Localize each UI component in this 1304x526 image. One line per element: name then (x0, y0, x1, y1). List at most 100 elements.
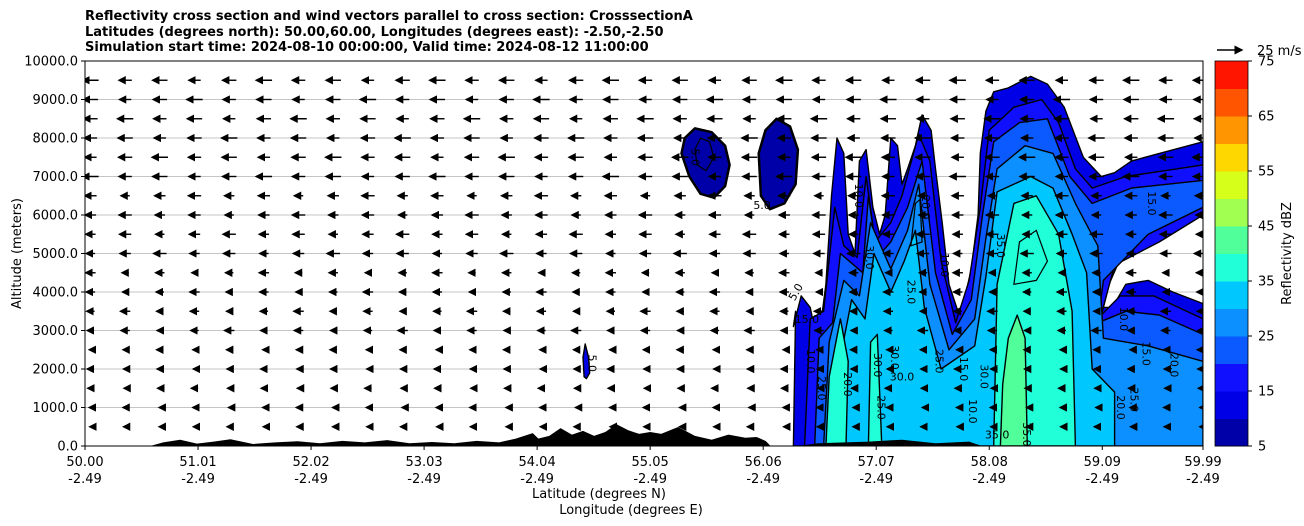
x-tick-label-lon: -2.49 (859, 472, 893, 487)
x-tick-label-lat: 50.00 (66, 455, 103, 470)
x-tick-label-lat: 52.02 (292, 455, 329, 470)
y-tick-label: 9000.0 (33, 93, 79, 108)
contour-label: 25.0 (815, 376, 828, 401)
terrain (85, 424, 981, 446)
y-tick-label: 2000.0 (33, 363, 79, 378)
colorbar-tick-label: 5 (1258, 440, 1266, 455)
x-tick-label-lon: -2.49 (68, 472, 102, 487)
contour-label: 20.0 (1114, 395, 1127, 420)
colorbar-tick-label: 25 (1258, 330, 1275, 345)
colorbar-swatch (1215, 281, 1248, 309)
contour-label: 20.0 (841, 372, 854, 397)
contour-line (1013, 229, 1049, 286)
contour-35dbz-c (825, 318, 849, 446)
contour-cell-55.5n (680, 127, 731, 199)
y-tick-label: 4000.0 (33, 286, 79, 301)
y-tick-label: 10000.0 (24, 55, 78, 70)
contour-35dbz-a (867, 333, 883, 446)
contour-label: 15.0 (957, 357, 970, 382)
title-line-2: Latitudes (degrees north): 50.00,60.00, … (85, 24, 664, 40)
colorbar-swatch (1215, 308, 1248, 337)
colorbar-tick-label: 55 (1258, 165, 1275, 180)
contour-label: 5.0 (753, 199, 771, 212)
colorbar-swatch (1215, 88, 1248, 117)
colorbar-tick-label: 35 (1258, 275, 1275, 290)
title-line-3: Simulation start time: 2024-08-10 00:00:… (85, 40, 649, 55)
contour-cell-54.5n (582, 343, 591, 380)
x-tick-label-lat: 51.01 (179, 455, 216, 470)
colorbar-swatch (1215, 61, 1248, 89)
contour-label: 35.0 (985, 428, 1010, 441)
x-tick-label-lat: 56.06 (745, 455, 782, 470)
wind-vectors (85, 76, 1203, 431)
x-tick-label-lat: 54.04 (519, 455, 556, 470)
x-axis-label-2: Longitude (degrees E) (559, 503, 703, 518)
colorbar-frame (1214, 60, 1249, 447)
contour-label: 30.0 (888, 345, 901, 370)
y-axis-label: Altitude (meters) (10, 198, 25, 309)
colorbar-tick-label: 45 (1258, 220, 1275, 235)
colorbar-label: Reflectivity dBZ (1280, 202, 1295, 305)
title-line-1: Reflectivity cross section and wind vect… (85, 9, 693, 24)
colorbar-swatch (1215, 253, 1248, 282)
colorbar-tick-label: 75 (1258, 55, 1275, 70)
contour-label: 10.0 (1117, 307, 1130, 332)
x-tick-label-lat: 57.07 (858, 455, 895, 470)
x-tick-label-lon: -2.49 (294, 472, 328, 487)
y-tick-label: 6000.0 (33, 209, 79, 224)
colorbar-swatch (1215, 391, 1248, 419)
contour-label: 30.0 (977, 364, 990, 389)
x-tick-label-lon: -2.49 (520, 472, 554, 487)
contour-label: 10.0 (804, 349, 817, 374)
quiver-key-label: 25 m/s (1257, 44, 1302, 59)
colorbar-swatch (1215, 363, 1248, 392)
x-axis-label: Latitude (degrees N) (532, 487, 666, 502)
contour-label: 25.0 (874, 395, 887, 420)
x-tick-label-lon: -2.49 (633, 472, 667, 487)
x-tick-label-lon: -2.49 (972, 472, 1006, 487)
colorbar-swatch (1215, 116, 1248, 144)
y-tick-label: 3000.0 (33, 324, 79, 339)
contour-label: 15.0 (795, 313, 820, 326)
x-tick-label-lat: 53.03 (405, 455, 442, 470)
x-tick-label-lat: 59.99 (1184, 455, 1221, 470)
contour-label: 10.0 (966, 399, 979, 424)
colorbar-swatch (1215, 171, 1248, 199)
contour-label: 20.0 (919, 195, 932, 220)
y-tick-label: 8000.0 (33, 132, 79, 147)
colorbar-tick-label: 65 (1258, 110, 1275, 125)
x-tick-label-lon: -2.49 (407, 472, 441, 487)
contour-label: 10.0 (938, 253, 951, 278)
colorbar-swatch (1215, 143, 1248, 172)
contour-cell-56.1n (757, 117, 800, 211)
contour-label: 35.0 (994, 234, 1007, 258)
contour-label: 15.0 (1140, 341, 1153, 366)
colorbar-swatch (1215, 198, 1248, 227)
colorbar-swatch (1215, 226, 1248, 254)
contour-label: 5.0 (689, 149, 702, 167)
contour-label: 35.0 (1020, 422, 1033, 447)
x-tick-label-lon: -2.49 (1085, 472, 1119, 487)
colorbar-swatch (1215, 418, 1248, 447)
contour-label: 30.0 (863, 245, 876, 270)
y-tick-label: 5000.0 (33, 247, 79, 262)
colorbar-swatch (1215, 336, 1248, 364)
x-tick-label-lon: -2.49 (746, 472, 780, 487)
x-tick-label-lat: 55.05 (632, 455, 669, 470)
colorbar-tick-label: 15 (1258, 385, 1275, 400)
x-tick-label-lon: -2.49 (181, 472, 215, 487)
contour-label: 20.0 (1168, 353, 1181, 378)
chart-title: Reflectivity cross section and wind vect… (85, 9, 693, 56)
x-tick-label-lat: 58.08 (971, 455, 1008, 470)
contour-label: 5.0 (586, 354, 599, 372)
contour-label: 25.0 (905, 280, 918, 305)
x-tick-label-lat: 59.09 (1084, 455, 1121, 470)
contour-40dbz (999, 314, 1028, 446)
contour-label: 30.0 (890, 371, 915, 384)
contour-label: 25.0 (1127, 388, 1140, 413)
contour-label: 25.0 (933, 349, 946, 374)
y-tick-label: 0.0 (57, 440, 78, 455)
x-tick-label-lon: -2.49 (1186, 472, 1220, 487)
y-tick-label: 1000.0 (33, 401, 79, 416)
contour-label: 15.0 (1145, 191, 1158, 216)
